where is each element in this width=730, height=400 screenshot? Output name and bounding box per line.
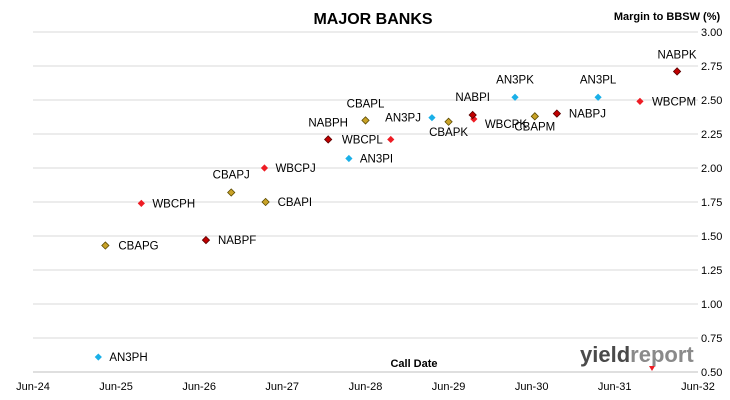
- data-label-nabpf: NABPF: [218, 235, 256, 247]
- data-label-nabpi: NABPI: [455, 92, 490, 104]
- data-point-nabpk: [672, 67, 682, 76]
- data-point-nabpi: [468, 110, 477, 120]
- data-point-nabph: [324, 135, 333, 144]
- x-tick-label: Jun-26: [182, 381, 216, 393]
- x-tick-label: Jun-27: [265, 381, 299, 393]
- data-label-wbcph: WBCPH: [152, 198, 195, 210]
- data-point-wbcpl: [387, 135, 395, 144]
- logo-yield: yield: [580, 342, 630, 367]
- y-tick-label: 2.50: [701, 95, 722, 107]
- y-tick-label: 1.25: [701, 265, 722, 277]
- data-label-cbapj: CBAPJ: [213, 169, 250, 181]
- data-point-cbapl: [361, 116, 370, 125]
- data-label-cbapl: CBAPL: [347, 98, 385, 110]
- x-axis-label: Call Date: [390, 358, 437, 370]
- x-tick-label: Jun-24: [16, 381, 50, 393]
- y-tick-label: 0.75: [701, 333, 722, 345]
- x-tick-label: Jun-32: [681, 381, 715, 393]
- y-axis-label: Margin to BBSW (%): [614, 11, 721, 23]
- x-tick-label: Jun-29: [432, 381, 466, 393]
- data-point-cbapj: [227, 188, 236, 197]
- data-point-an3pi: [345, 154, 353, 163]
- data-point-cbapm: [530, 112, 539, 121]
- data-label-wbcpl: WBCPL: [342, 134, 384, 146]
- yieldreport-logo: yieldreport: [580, 342, 694, 371]
- y-tick-label: 2.00: [701, 163, 722, 175]
- y-axis-ticks: 0.50 0.75 1.00 1.25 1.50 1.75 2.00 2.25 2.50 2.75…: [701, 27, 722, 379]
- data-label-an3pi: AN3PI: [360, 153, 393, 165]
- data-point-wbcpj: [260, 164, 269, 172]
- data-point-wbcpk: [470, 115, 478, 123]
- y-tick-label: 1.50: [701, 231, 722, 243]
- data-label-wbcpm: WBCPM: [652, 96, 696, 108]
- data-point-an3pl: [594, 93, 602, 101]
- data-label-cbapm: CBAPM: [514, 121, 555, 133]
- data-label-wbcpj: WBCPJ: [275, 163, 315, 175]
- data-label-an3ph: AN3PH: [109, 352, 147, 364]
- data-point-cbapi: [261, 197, 270, 207]
- logo-text: yieldreport: [580, 342, 694, 367]
- chart-title: MAJOR BANKS: [313, 11, 432, 28]
- data-label-cbapi: CBAPI: [278, 197, 313, 209]
- data-point-nabpf: [201, 235, 211, 245]
- gridlines: [33, 31, 698, 339]
- y-tick-label: 0.50: [701, 367, 722, 379]
- data-point-wbcpm: [636, 97, 644, 105]
- x-tick-label: Jun-30: [515, 381, 549, 393]
- data-label-cbapg: CBAPG: [118, 241, 158, 253]
- x-tick-label: Jun-31: [598, 381, 632, 393]
- data-point-an3pj: [428, 114, 436, 122]
- x-tick-label: Jun-28: [349, 381, 383, 393]
- data-label-an3pk: AN3PK: [496, 74, 534, 86]
- data-point-wbcph: [137, 199, 145, 207]
- data-label-an3pj: AN3PJ: [385, 113, 421, 125]
- logo-report: report: [630, 342, 694, 367]
- data-label-nabpk: NABPK: [658, 49, 697, 61]
- x-axis-ticks: Jun-24 Jun-25 Jun-26 Jun-27 Jun-28 Jun-29 Jun-…: [16, 381, 715, 393]
- data-label-wbcpk: WBCPK: [485, 119, 528, 131]
- data-label-an3pl: AN3PL: [580, 74, 617, 86]
- data-point-an3ph: [94, 353, 102, 361]
- data-point-cbapk: [444, 117, 453, 126]
- y-tick-label: 1.75: [701, 197, 722, 209]
- data-label-cbapk: CBAPK: [429, 127, 468, 139]
- data-label-nabpj: NABPJ: [569, 109, 606, 121]
- y-tick-label: 3.00: [701, 27, 722, 39]
- y-tick-label: 1.00: [701, 299, 722, 311]
- x-tick-label: Jun-25: [99, 381, 133, 393]
- y-tick-label: 2.75: [701, 61, 722, 73]
- logo-arrow-icon: [649, 366, 655, 371]
- data-point-cbapg: [101, 241, 110, 250]
- y-tick-label: 2.25: [701, 129, 722, 141]
- data-label-nabph: NABPH: [308, 117, 348, 129]
- data-points: CBAPG CBAPJ CBAPI CBAPL CBAPK CBAPM WBCPH WBCPJ…: [94, 49, 697, 364]
- data-point-an3pk: [511, 93, 519, 101]
- data-point-nabpj: [552, 109, 562, 118]
